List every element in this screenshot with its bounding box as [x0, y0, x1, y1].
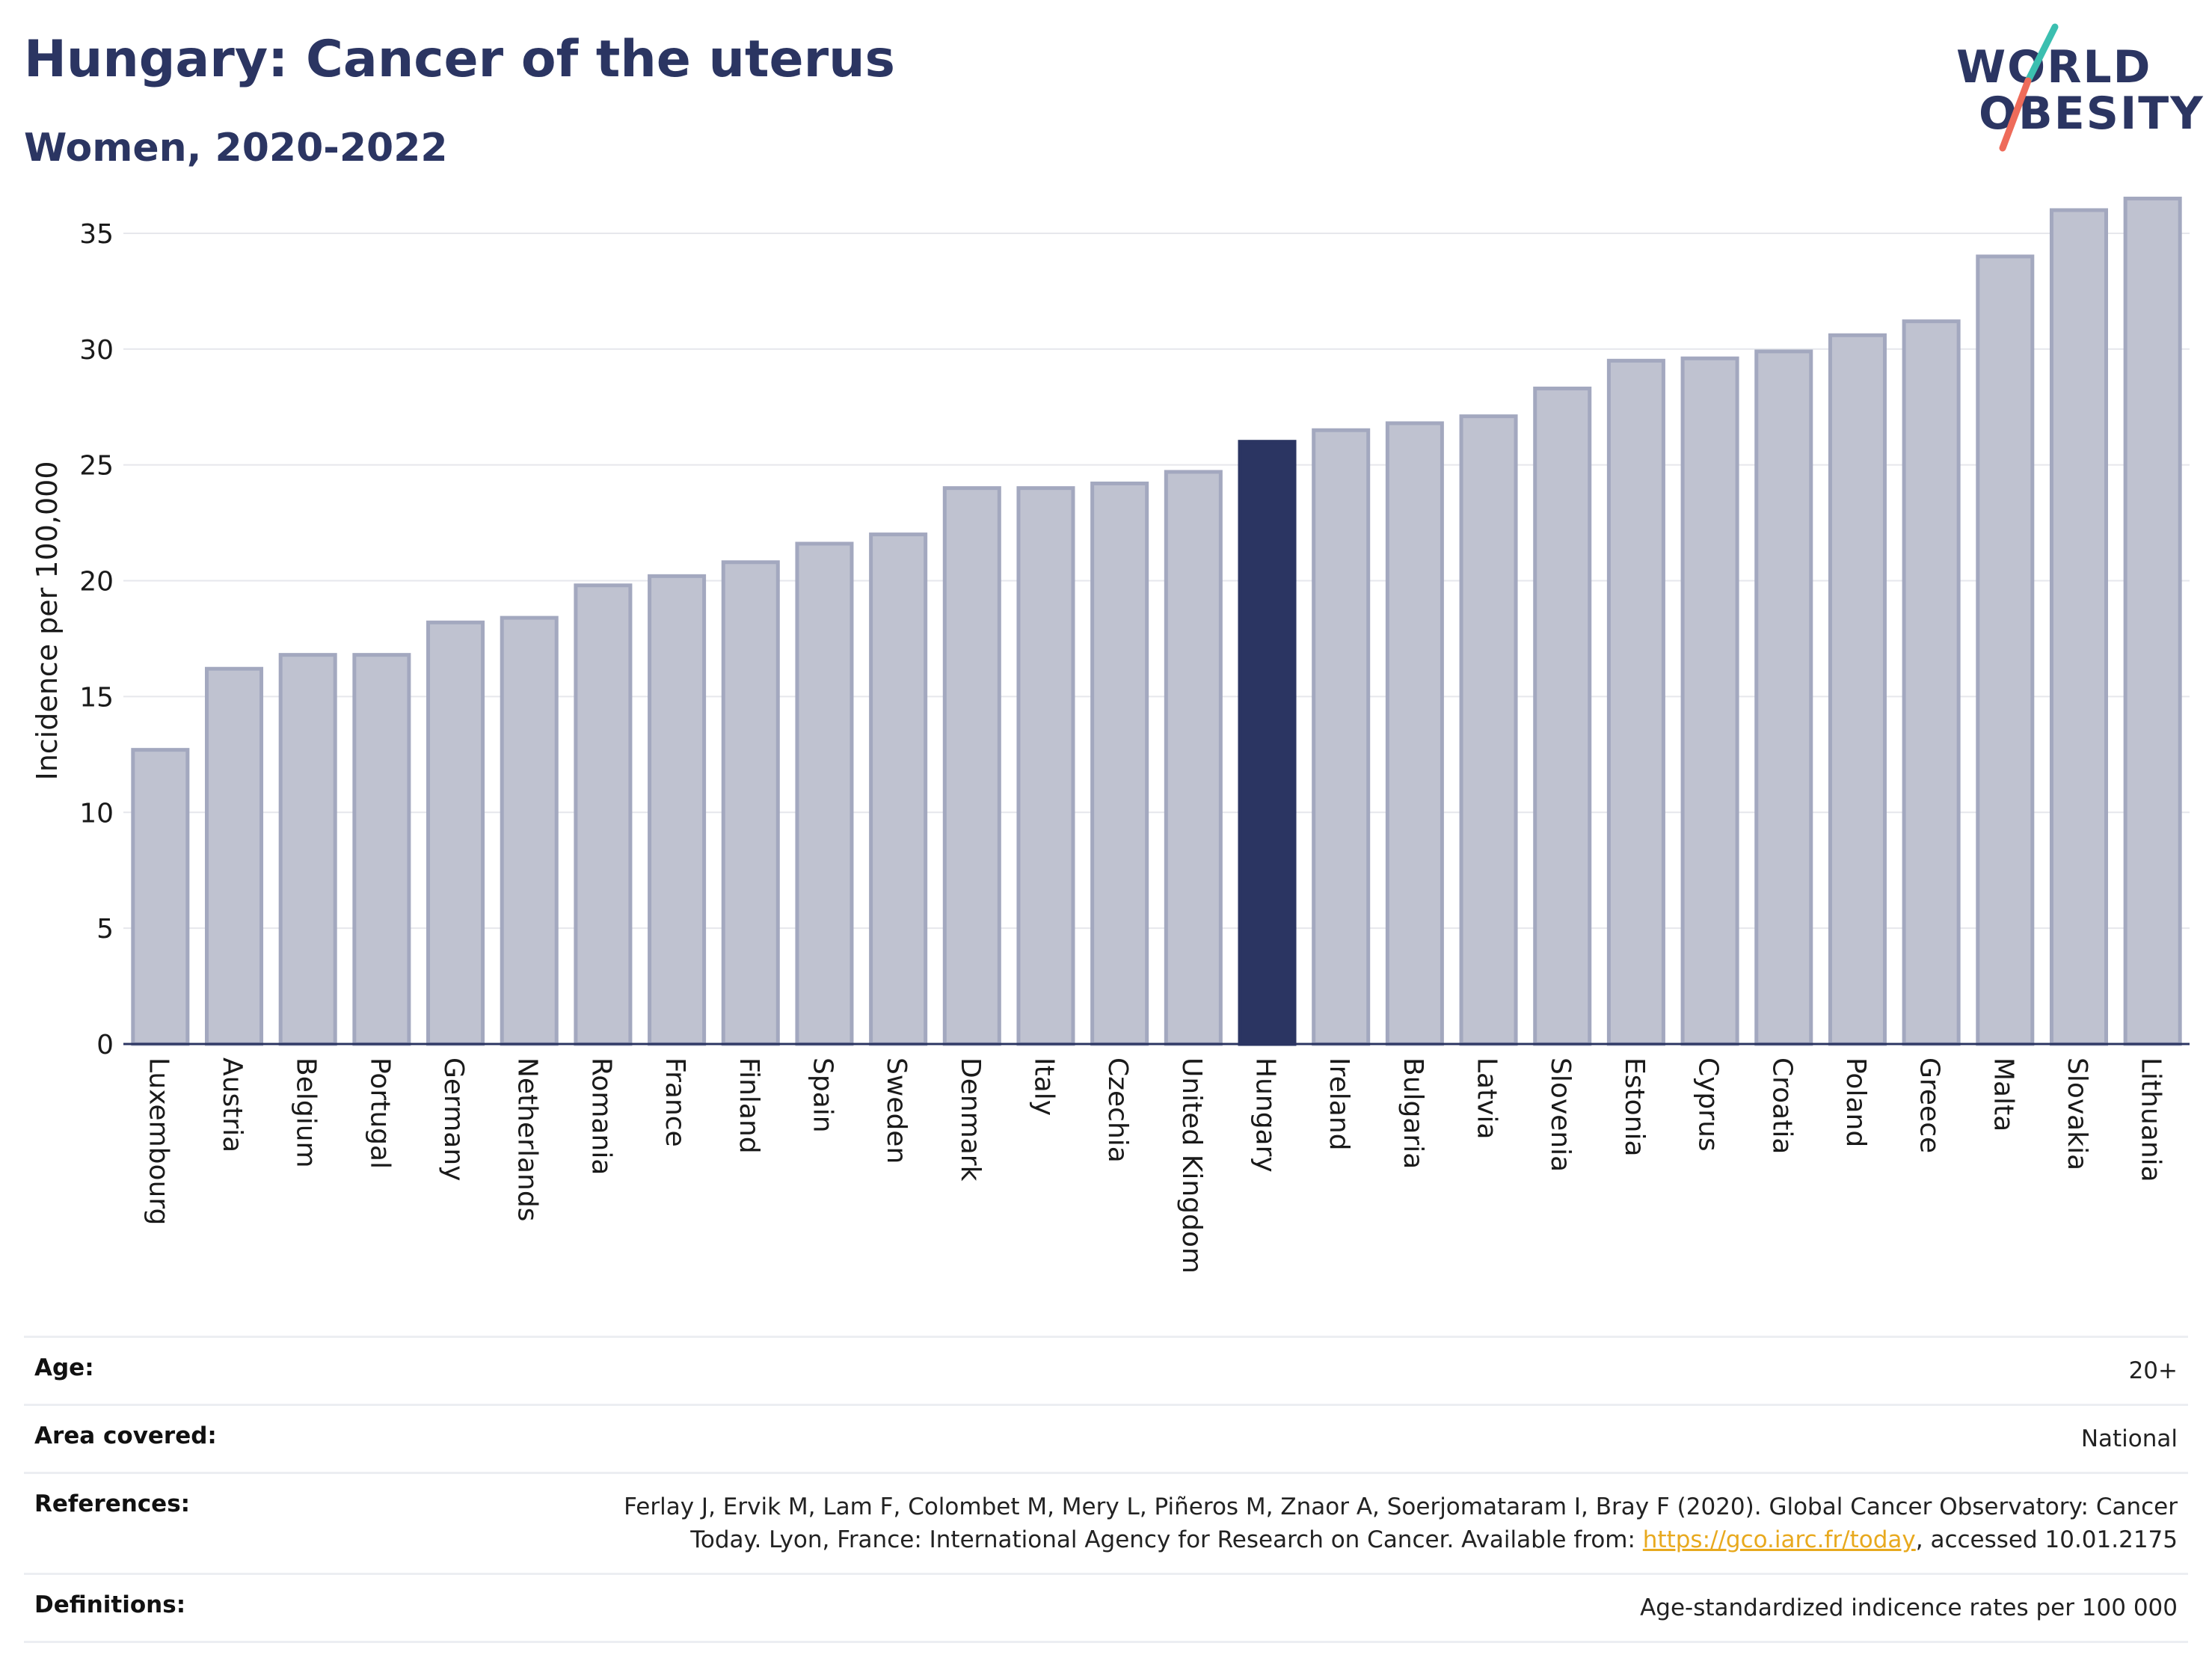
- x-tick-label: Germany: [438, 1057, 469, 1181]
- y-tick-label: 25: [79, 451, 114, 482]
- y-tick-label: 10: [79, 798, 114, 829]
- x-tick-label: Lithuania: [2136, 1057, 2166, 1182]
- bar-poland: [1828, 333, 1887, 1046]
- bar-austria: [205, 666, 264, 1046]
- x-tick-label: Spain: [807, 1057, 838, 1133]
- bar-belgium: [278, 653, 337, 1046]
- bar-sweden: [869, 532, 928, 1046]
- bar-greece: [1902, 319, 1961, 1046]
- y-tick-label: 5: [96, 914, 114, 945]
- x-tick-label: Romania: [586, 1057, 616, 1175]
- y-tick-labels: 0 5 10 15 20 25 30 35: [79, 219, 114, 1060]
- bar-slovenia: [1533, 386, 1592, 1046]
- info-row-references: References: Ferlay J, Ervik M, Lam F, Co…: [24, 1474, 2188, 1575]
- info-row-age: Age: 20+: [24, 1338, 2188, 1406]
- x-tick-label: France: [660, 1057, 690, 1147]
- bar-spain: [795, 541, 854, 1046]
- x-tick-label: Netherlands: [512, 1057, 543, 1221]
- bar-malta: [1976, 254, 2035, 1046]
- x-tick-label: Estonia: [1619, 1057, 1650, 1157]
- info-row-area: Area covered: National: [24, 1406, 2188, 1474]
- references-link[interactable]: https://gco.iarc.fr/today: [1642, 1526, 1916, 1553]
- x-tick-label: Croatia: [1766, 1057, 1797, 1154]
- page-subtitle: Women, 2020-2022: [24, 126, 448, 171]
- x-tick-label: Poland: [1840, 1057, 1871, 1147]
- bar-slovakia: [2049, 208, 2108, 1046]
- bar-finland: [721, 560, 780, 1046]
- page-title: Hungary: Cancer of the uterus: [24, 30, 895, 89]
- bar-italy: [1016, 486, 1075, 1046]
- definitions-label: Definitions:: [34, 1591, 186, 1618]
- bar-france: [648, 574, 707, 1046]
- x-tick-label: Belgium: [291, 1057, 322, 1168]
- bar-united-kingdom: [1164, 470, 1223, 1046]
- references-line1: Ferlay J, Ervik M, Lam F, Colombet M, Me…: [624, 1493, 2178, 1520]
- y-tick-label: 15: [79, 682, 114, 713]
- bar-bulgaria: [1385, 421, 1444, 1046]
- x-tick-label: Malta: [1988, 1057, 2018, 1132]
- bar-netherlands: [500, 615, 559, 1046]
- area-label: Area covered:: [34, 1422, 217, 1449]
- y-axis-label: Incidence per 100,000: [31, 461, 64, 780]
- bar-estonia: [1606, 358, 1665, 1046]
- bar-ireland: [1312, 428, 1371, 1046]
- x-tick-label: Czechia: [1102, 1057, 1133, 1163]
- y-tick-label: 35: [79, 219, 114, 250]
- y-tick-label: 0: [96, 1030, 114, 1060]
- references-label: References:: [34, 1490, 191, 1517]
- bar-luxembourg: [131, 748, 190, 1046]
- bar-romania: [574, 583, 633, 1046]
- age-value: 20+: [2128, 1357, 2178, 1384]
- info-row-definitions: Definitions: Age-standardized indicence …: [24, 1575, 2188, 1643]
- bar-croatia: [1754, 349, 1813, 1046]
- age-label: Age:: [34, 1354, 94, 1381]
- references-value: Ferlay J, Ervik M, Lam F, Colombet M, Me…: [624, 1490, 2178, 1556]
- definitions-value: Age-standardized indicence rates per 100…: [1640, 1594, 2178, 1621]
- x-tick-label: Austria: [217, 1057, 248, 1152]
- x-tick-label: Italy: [1028, 1057, 1059, 1116]
- x-tick-label: Latvia: [1472, 1057, 1502, 1140]
- references-line2-pre: Today. Lyon, France: International Agenc…: [690, 1526, 1643, 1553]
- x-tick-label: Cyprus: [1693, 1057, 1724, 1152]
- references-line2-post: , accessed 10.01.2175: [1915, 1526, 2178, 1553]
- bar-germany: [426, 620, 485, 1046]
- bar-hungary: [1238, 440, 1297, 1046]
- y-tick-label: 20: [79, 567, 114, 598]
- info-table: Age: 20+ Area covered: National Referenc…: [24, 1336, 2188, 1643]
- x-tick-label: Hungary: [1250, 1057, 1281, 1173]
- x-tick-labels: Luxembourg Austria Belgium Portugal Germany N…: [143, 1057, 2166, 1274]
- bar-portugal: [352, 653, 411, 1046]
- bar-czechia: [1090, 481, 1149, 1046]
- bar-cyprus: [1680, 356, 1739, 1046]
- bar-chart: 0 5 10 15 20 25 30 35 Luxembourg Austria Belgium P…: [31, 196, 2190, 1274]
- x-tick-label: Greece: [1914, 1057, 1945, 1153]
- x-tick-label: Sweden: [881, 1057, 912, 1164]
- logo-slash-icon: [1999, 23, 2059, 152]
- bars: [131, 196, 2182, 1046]
- bar-denmark: [942, 486, 1001, 1046]
- bar-lithuania: [2123, 196, 2182, 1046]
- x-tick-label: Slovenia: [1545, 1057, 1576, 1172]
- area-value: National: [2080, 1425, 2178, 1452]
- x-tick-label: Luxembourg: [143, 1057, 173, 1225]
- bar-latvia: [1459, 414, 1518, 1046]
- x-tick-label: United Kingdom: [1176, 1057, 1207, 1274]
- y-tick-label: 30: [79, 335, 114, 366]
- x-tick-label: Ireland: [1324, 1057, 1354, 1151]
- x-tick-label: Portugal: [364, 1057, 395, 1169]
- x-tick-label: Denmark: [955, 1057, 986, 1182]
- world-obesity-logo: WORLD OBESITY: [1944, 21, 2203, 156]
- x-tick-label: Slovakia: [2062, 1057, 2092, 1170]
- x-tick-label: Finland: [734, 1057, 764, 1154]
- logo-text-world: WORLD: [1956, 41, 2152, 93]
- x-tick-label: Bulgaria: [1398, 1057, 1428, 1169]
